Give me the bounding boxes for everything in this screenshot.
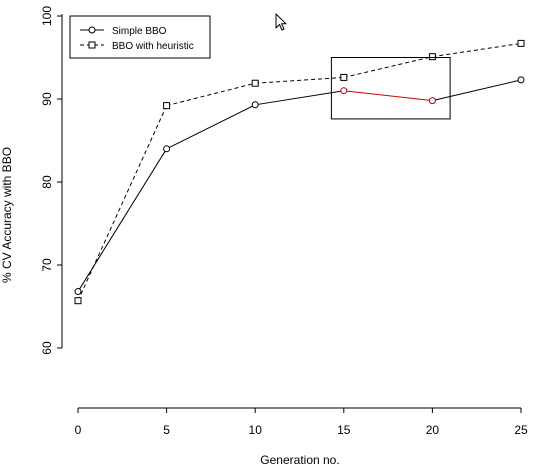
annotation-box xyxy=(330,57,451,120)
x-tick-label: 15 xyxy=(337,423,351,437)
x-tick-label: 5 xyxy=(163,423,170,437)
y-tick-label: 100 xyxy=(40,6,54,26)
x-axis-title: Generation no. xyxy=(260,453,339,466)
y-ticks: 60 70 80 90 100 xyxy=(40,6,62,355)
x-axis: 0 5 10 15 20 25 xyxy=(75,407,528,437)
series-line-segment xyxy=(432,79,522,102)
data-point xyxy=(428,97,436,105)
legend-label-bbo-heuristic: BBO with heuristic xyxy=(112,41,194,52)
y-tick-label: 70 xyxy=(40,258,54,272)
y-tick-label: 80 xyxy=(40,175,54,189)
series-line-segment xyxy=(255,90,344,106)
series-line-segment xyxy=(343,56,433,78)
data-point xyxy=(74,288,82,296)
legend-marker-simple-bbo xyxy=(88,26,96,34)
data-point xyxy=(517,39,525,47)
legend: Simple BBO BBO with heuristic xyxy=(69,15,211,59)
data-point xyxy=(340,87,348,95)
x-tick-label: 20 xyxy=(426,423,440,437)
y-axis-title: % CV Accuracy with BBO xyxy=(0,147,14,283)
data-point xyxy=(251,79,259,87)
y-tick-label: 90 xyxy=(40,92,54,106)
series-line-segment xyxy=(166,82,256,107)
series-line-segment xyxy=(166,104,256,150)
series-layer xyxy=(74,39,525,305)
x-ticks: 0 5 10 15 20 25 xyxy=(75,408,528,437)
series-line-segment xyxy=(432,42,522,58)
data-point xyxy=(428,53,436,61)
data-point xyxy=(340,73,348,81)
mouse-pointer-icon xyxy=(275,13,287,31)
series-line-segment xyxy=(77,105,168,301)
x-tick-label: 25 xyxy=(514,423,528,437)
series-simple-bbo xyxy=(74,76,525,296)
data-point xyxy=(74,297,82,305)
y-axis: 60 70 80 90 100 xyxy=(40,6,63,355)
data-point xyxy=(251,101,259,109)
series-line-segment xyxy=(343,90,433,102)
x-tick-label: 10 xyxy=(249,423,263,437)
legend-label-simple-bbo: Simple BBO xyxy=(112,26,167,37)
data-point xyxy=(163,145,171,153)
data-point xyxy=(517,76,525,84)
legend-box xyxy=(69,15,211,59)
series-bbo-heuristic xyxy=(74,39,525,305)
x-tick-label: 0 xyxy=(75,423,82,437)
y-tick-label: 60 xyxy=(40,341,54,355)
series-line-segment xyxy=(255,76,344,84)
legend-marker-bbo-heuristic xyxy=(88,41,96,49)
series-line-segment xyxy=(77,148,168,292)
data-point xyxy=(163,102,171,110)
